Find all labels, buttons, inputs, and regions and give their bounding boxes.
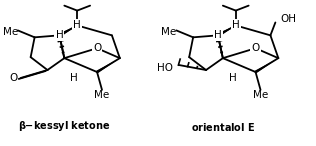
Text: Me: Me [253, 90, 268, 100]
Polygon shape [255, 58, 278, 73]
Text: $\bf{\beta}$$\bf{-kessyl\ ketone}$: $\bf{\beta}$$\bf{-kessyl\ ketone}$ [18, 119, 111, 133]
Text: H: H [73, 20, 81, 31]
Text: O: O [93, 43, 101, 53]
Text: $\bf{orientalol\ E}$: $\bf{orientalol\ E}$ [191, 121, 255, 133]
Text: O: O [9, 73, 18, 83]
Text: Me: Me [94, 90, 110, 100]
Text: HO: HO [157, 63, 173, 73]
Polygon shape [217, 25, 236, 37]
Polygon shape [96, 58, 120, 73]
Text: Me: Me [161, 27, 176, 37]
Text: Me: Me [3, 27, 18, 37]
Text: H: H [214, 30, 222, 40]
Text: H: H [232, 20, 240, 31]
Text: H: H [56, 30, 63, 40]
Text: H: H [70, 73, 78, 83]
Polygon shape [58, 25, 77, 37]
Text: OH: OH [280, 14, 296, 24]
Text: O: O [252, 43, 260, 53]
Text: H: H [229, 73, 237, 83]
